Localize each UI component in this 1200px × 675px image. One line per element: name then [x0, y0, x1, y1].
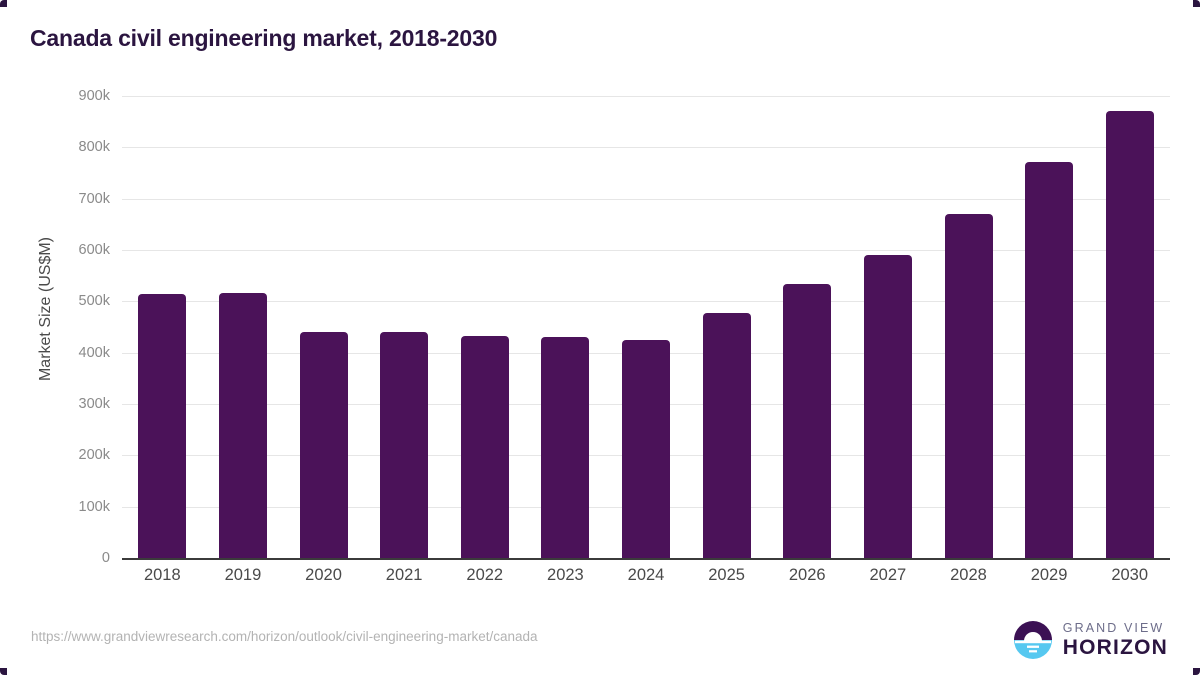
x-axis-tick-label-2028: 2028 [950, 566, 987, 584]
bar-2024[interactable] [622, 339, 670, 558]
y-axis-tick-label: 800k [78, 139, 110, 156]
gridline [122, 96, 1170, 97]
y-axis-tick-label: 200k [78, 447, 110, 464]
x-axis-tick-label-2029: 2029 [1030, 566, 1068, 584]
bar-2023[interactable] [541, 336, 590, 558]
x-axis-line [122, 558, 1170, 560]
x-axis-tick-label-2026: 2026 [788, 566, 826, 584]
x-axis-tick-label-2022: 2022 [466, 566, 504, 584]
bar-2026[interactable] [783, 284, 832, 558]
bar-2021[interactable] [380, 331, 429, 558]
corner-marker-top-left [0, 0, 7, 7]
gridline [122, 147, 1170, 149]
x-axis-tick-label-2027: 2027 [869, 566, 907, 584]
bar-2020[interactable] [299, 331, 348, 558]
corner-marker-bottom-left [0, 668, 7, 675]
source-url[interactable]: https://www.grandviewresearch.com/horizo… [31, 629, 538, 644]
y-axis-tick-label: 300k [78, 396, 110, 412]
x-axis-tick-label-2021: 2021 [385, 566, 423, 584]
y-axis-tick-label: 900k [78, 88, 110, 104]
y-axis-tick-label: 400k [78, 344, 110, 361]
bar-2019[interactable] [218, 292, 267, 558]
logo-top-text: GRAND VIEW [1062, 620, 1165, 635]
x-axis-tick-label-2019: 2019 [224, 566, 262, 584]
y-axis-tick-label: 0 [101, 550, 110, 566]
x-axis-tick-label-2018: 2018 [143, 566, 181, 584]
x-axis-tick-label-2025: 2025 [708, 566, 745, 584]
corner-marker-top-right [1193, 0, 1200, 7]
x-axis-tick-label-2024: 2024 [627, 566, 665, 584]
y-axis-tick-label: 700k [78, 190, 110, 207]
corner-marker-bottom-right [1193, 668, 1200, 675]
x-axis-tick-label-2023: 2023 [547, 566, 584, 584]
bar-2022[interactable] [460, 335, 509, 558]
bar-2030[interactable] [1105, 110, 1154, 558]
y-axis-tick-label: 600k [78, 242, 110, 258]
gridline [122, 198, 1170, 200]
bar-2029[interactable] [1025, 162, 1074, 558]
x-axis-tick-label-2020: 2020 [305, 566, 342, 584]
logo-wordmark: GRAND VIEW HORIZON [1063, 622, 1168, 659]
logo-bottom-text: HORIZON [1062, 636, 1168, 660]
horizon-circle-icon [1013, 621, 1052, 659]
gridline [122, 301, 1170, 303]
chart-title: Canada civil engineering market, 2018-20… [30, 25, 498, 51]
bar-2025[interactable] [702, 312, 751, 558]
bar-2018[interactable] [138, 293, 187, 558]
brand-logo[interactable]: GRAND VIEW HORIZON [1013, 620, 1168, 660]
x-axis-tick-label-2030: 2030 [1111, 566, 1149, 584]
y-axis-tick-label: 100k [78, 498, 110, 515]
bar-2027[interactable] [863, 255, 912, 558]
gridline [122, 250, 1170, 251]
bar-2028[interactable] [944, 214, 993, 558]
y-axis-tick-label: 500k [78, 293, 110, 310]
